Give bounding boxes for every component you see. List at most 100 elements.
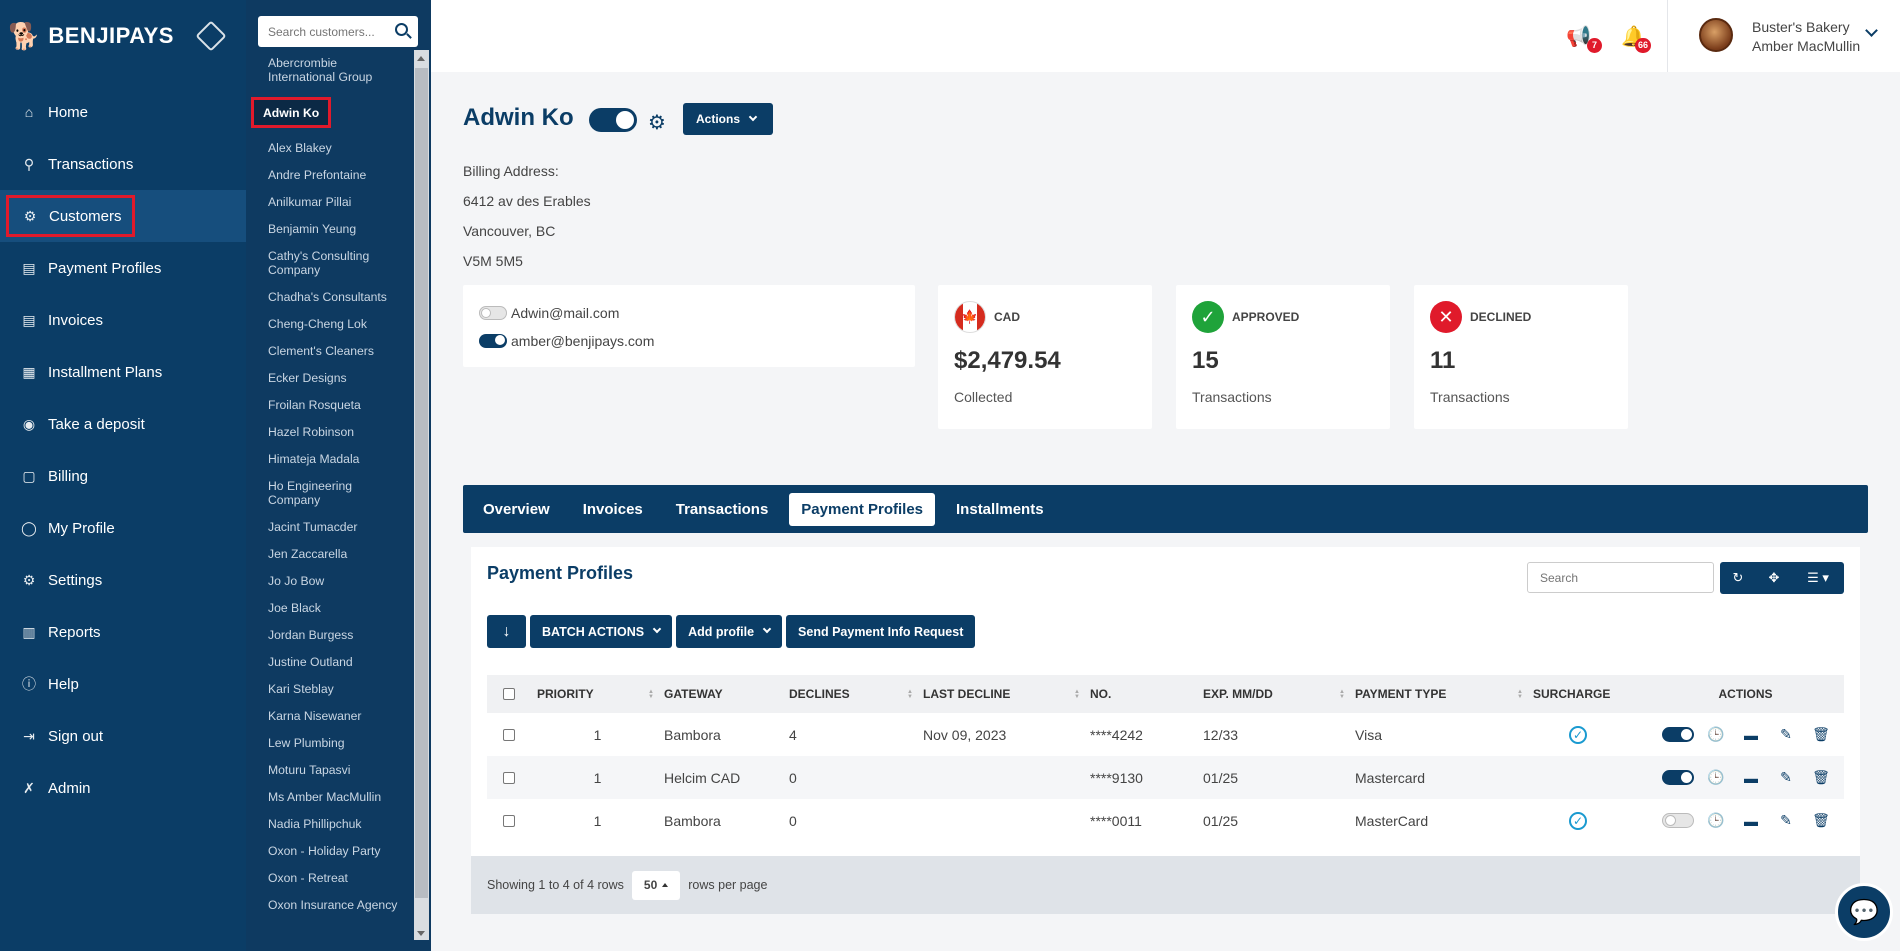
customer-list-item[interactable]: Nadia Phillipchuk [268,817,362,831]
customer-list-item[interactable]: Moturu Tapasvi [268,763,351,777]
fullscreen-icon[interactable]: ✥ [1768,570,1780,585]
sort-order-button[interactable]: ↓ [487,615,526,648]
customer-list-item[interactable]: Cathy's Consulting Company [268,249,370,277]
sort-icon[interactable]: ▲▼ [907,689,913,699]
trash-icon[interactable]: 🗑 [1812,812,1830,828]
customer-list-item[interactable]: Ms Amber MacMullin [268,790,382,804]
add-profile-button[interactable]: Add profile [676,615,783,648]
trash-icon[interactable]: 🗑 [1812,726,1830,742]
table-search-input[interactable] [1527,562,1714,593]
sort-icon[interactable]: ▲▼ [1339,689,1345,699]
customer-list-item[interactable]: Andre Prefontaine [268,168,367,182]
trash-icon[interactable]: 🗑 [1812,769,1830,785]
customer-list-item[interactable]: Jacint Tumacder [268,520,358,534]
column-header[interactable]: DECLINES ▲▼ [789,687,913,701]
send-payment-info-request-button[interactable]: Send Payment Info Request [786,615,976,648]
search-icon[interactable] [395,23,408,36]
announcements-icon[interactable]: 📢 [1566,26,1591,48]
select-all-checkbox[interactable] [503,688,515,700]
nav-item-my-profile[interactable]: ◯ My Profile [0,502,246,554]
nav-item-customers[interactable]: ⚙ Customers [0,190,246,242]
column-header[interactable]: SURCHARGE [1533,687,1611,701]
nav-item-take-a-deposit[interactable]: ◉ Take a deposit [0,398,246,450]
pencil-icon[interactable]: ✎ [1780,769,1792,785]
customer-list-item[interactable]: Jordan Burgess [268,628,354,642]
customer-list-item[interactable]: Kari Steblay [268,682,334,696]
customer-list-scrollbar[interactable] [414,50,429,940]
row-checkbox[interactable] [503,771,515,784]
customer-search[interactable] [258,16,418,47]
nav-item-settings[interactable]: ⚙ Settings [0,554,246,606]
email-toggle[interactable] [479,334,507,348]
profile-enabled-toggle[interactable] [1662,770,1694,785]
tab-installments[interactable]: Installments [956,500,1044,518]
customer-list-item[interactable]: Cheng-Cheng Lok [268,317,367,331]
customer-list-item[interactable]: Oxon - Retreat [268,871,348,885]
customer-list-item[interactable]: Adwin Ko [251,97,332,128]
scrollbar-thumb[interactable] [415,68,428,898]
customer-list-item[interactable]: Chadha's Consultants [268,290,387,304]
sort-icon[interactable]: ▲▼ [648,689,654,699]
scroll-down-arrow-icon[interactable] [417,931,425,936]
scroll-up-arrow-icon[interactable] [417,56,425,61]
nav-item-billing[interactable]: ▢ Billing [0,450,246,502]
nav-item-payment-profiles[interactable]: ▤ Payment Profiles [0,242,246,294]
nav-item-reports[interactable]: ▥ Reports [0,606,246,658]
page-size-select[interactable]: 50 [631,870,681,900]
nav-item-admin[interactable]: ✗ Admin [0,762,246,814]
chat-support-icon[interactable]: 💬 [1835,883,1893,941]
pencil-icon[interactable]: ✎ [1780,726,1792,742]
customer-list-item[interactable]: Froilan Rosqueta [268,398,361,412]
column-header[interactable]: PAYMENT TYPE ▲▼ [1355,687,1523,701]
columns-menu-icon[interactable]: ☰ ▾ [1807,570,1829,585]
customer-list-item[interactable]: Anilkumar Pillai [268,195,352,209]
nav-item-help[interactable]: ⓘ Help [0,658,246,710]
tab-payment-profiles[interactable]: Payment Profiles [789,492,936,526]
tab-transactions[interactable]: Transactions [675,500,769,518]
actions-dropdown-button[interactable]: Actions [683,103,773,135]
logo[interactable]: 🐕 BENJIPAYS [0,0,246,72]
customer-list-item[interactable]: Oxon - Holiday Party [268,844,381,858]
customer-list-item[interactable]: Justine Outland [268,655,353,669]
column-header[interactable]: PRIORITY ▲▼ [537,687,654,701]
row-checkbox[interactable] [503,728,515,741]
gear-icon[interactable]: ⚙ [648,112,666,134]
customer-list-item[interactable]: Abercrombie International Group [268,56,373,84]
customer-list-item[interactable]: Jo Jo Bow [268,574,325,588]
sort-icon[interactable]: ▲▼ [1074,689,1080,699]
customer-list-item[interactable]: Alex Blakey [268,141,332,155]
customer-list-item[interactable]: Karna Nisewaner [268,709,362,723]
column-header[interactable]: LAST DECLINE ▲▼ [923,687,1080,701]
customer-list-item[interactable]: Oxon Insurance Agency [268,898,398,912]
column-header[interactable]: ACTIONS [1718,687,1773,701]
email-toggle[interactable] [479,306,507,320]
customer-list-item[interactable]: Jen Zaccarella [268,547,348,561]
customer-list-item[interactable]: Hazel Robinson [268,425,355,439]
customer-list-item[interactable]: Lew Plumbing [268,736,345,750]
clock-icon[interactable]: 🕒 [1707,812,1725,828]
column-header[interactable]: GATEWAY [664,687,723,701]
nav-item-invoices[interactable]: ▤ Invoices [0,294,246,346]
customer-list-item[interactable]: Joe Black [268,601,321,615]
profile-enabled-toggle[interactable] [1662,813,1694,828]
tab-invoices[interactable]: Invoices [582,500,643,518]
sort-icon[interactable]: ▲▼ [1517,689,1523,699]
nav-item-transactions[interactable]: ⚲ Transactions [0,138,246,190]
column-header[interactable]: EXP. MM/DD ▲▼ [1203,687,1345,701]
nav-item-installment-plans[interactable]: ▦ Installment Plans [0,346,246,398]
account-menu[interactable]: Buster's Bakery Amber MacMullin [1752,18,1860,56]
row-checkbox[interactable] [503,814,515,827]
account-avatar[interactable] [1699,18,1733,52]
credit-card-icon[interactable]: ▬ [1744,726,1758,743]
pencil-icon[interactable]: ✎ [1780,812,1792,828]
tab-overview[interactable]: Overview [483,500,550,518]
clock-icon[interactable]: 🕒 [1707,769,1725,785]
chevron-down-icon[interactable] [1865,24,1878,37]
nav-item-home[interactable]: ⌂ Home [0,86,246,138]
nav-item-sign-out[interactable]: ⇥ Sign out [0,710,246,762]
customer-active-toggle[interactable] [589,108,637,132]
batch-actions-button[interactable]: BATCH ACTIONS [530,615,673,648]
customer-list-item[interactable]: Clement's Cleaners [268,344,374,358]
customer-list-item[interactable]: Ecker Designs [268,371,347,385]
credit-card-icon[interactable]: ▬ [1744,812,1758,829]
